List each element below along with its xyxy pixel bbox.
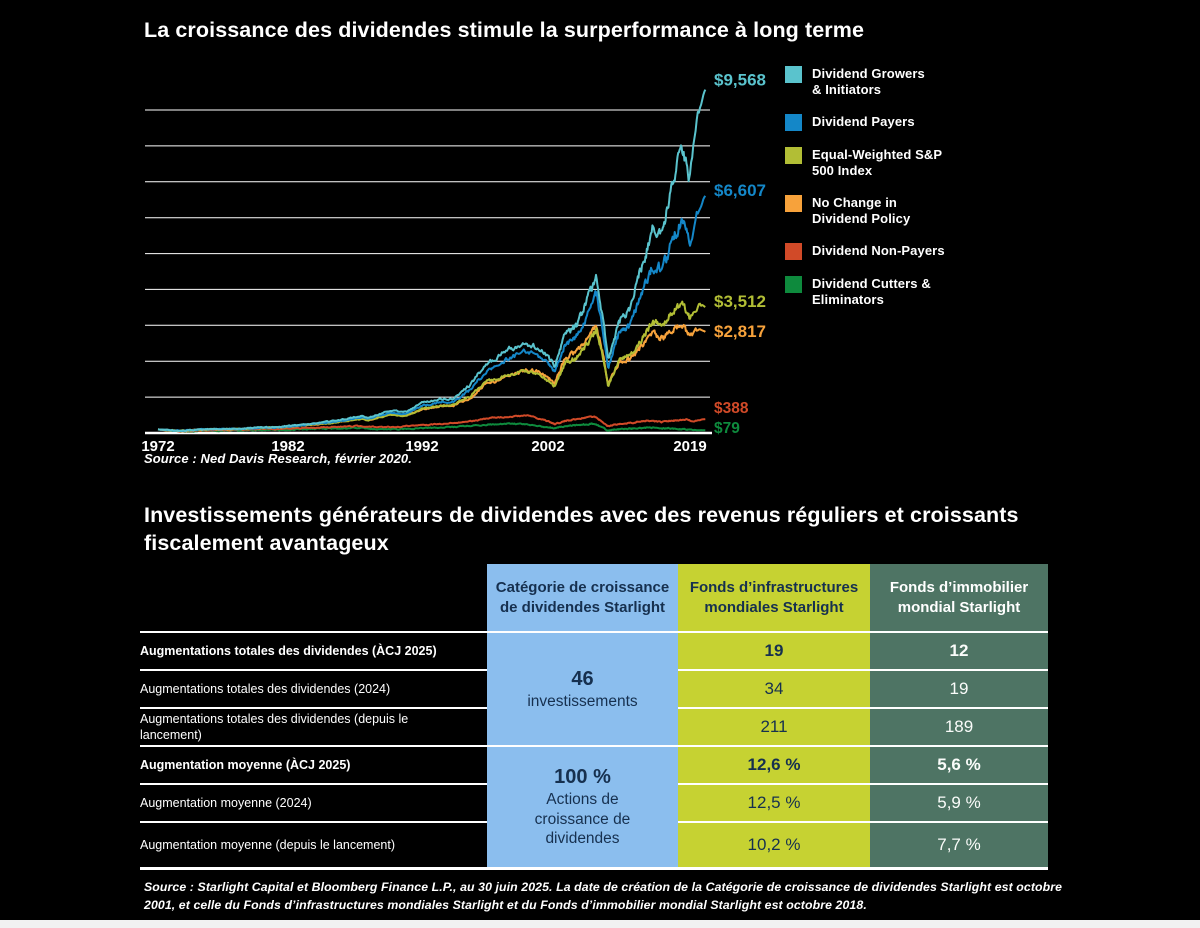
legend-swatch	[785, 195, 802, 212]
row-label-average-increase-ytd: Augmentation moyenne (ÀCJ 2025)	[140, 747, 487, 785]
series-end-label: $3,512	[714, 292, 766, 311]
x-tick-label: 1972	[141, 438, 174, 455]
x-tick-label: 2002	[531, 438, 564, 455]
series-end-label: $9,568	[714, 71, 766, 90]
value-realestate-total-2024: 19	[870, 671, 1048, 709]
x-tick-label: 1992	[405, 438, 438, 455]
legend-swatch	[785, 243, 802, 260]
row-label-total-increases-2024: Augmentations totales des dividendes (20…	[140, 671, 487, 709]
series-end-label: $388	[714, 400, 749, 417]
merged-cell-value: 100 %	[554, 765, 611, 788]
value-realestate-total-ytd: 12	[870, 633, 1048, 671]
merged-cell-46-investments: 46 investissements	[487, 633, 678, 747]
row-label-total-increases-ytd: Augmentations totales des dividendes (ÀC…	[140, 633, 487, 671]
legend-label: Dividend Growers & Initiators	[812, 66, 925, 97]
legend-label: Equal-Weighted S&P 500 Index	[812, 147, 943, 178]
series-line-5	[157, 422, 706, 433]
funds-comparison-table: Catégorie de croissance de dividendes St…	[140, 564, 1048, 870]
value-infra-avg-inception: 10,2 %	[678, 823, 870, 867]
series-end-label: $79	[714, 420, 740, 437]
value-realestate-avg-2024: 5,9 %	[870, 785, 1048, 823]
chart-legend: Dividend Growers & Initiators Dividend P…	[785, 66, 965, 308]
value-infra-total-ytd: 19	[678, 633, 870, 671]
merged-cell-100pct-dividend-growth-stocks: 100 % Actions de croissance de dividende…	[487, 747, 678, 867]
x-tick-label: 1982	[271, 438, 304, 455]
series-end-label: $2,817	[714, 322, 766, 341]
legend-swatch	[785, 276, 802, 293]
legend-label: Dividend Payers	[812, 114, 915, 129]
legend-item-non-payers: Dividend Non-Payers	[785, 243, 965, 260]
chart-source: Source : Ned Davis Research, février 202…	[144, 451, 412, 466]
legend-item-equal-weighted-sp500: Equal-Weighted S&P 500 Index	[785, 147, 965, 179]
chart-title: La croissance des dividendes stimule la …	[144, 18, 865, 42]
legend-item-cutters-eliminators: Dividend Cutters & Eliminators	[785, 276, 965, 308]
legend-label: No Change in Dividend Policy	[812, 195, 911, 226]
bottom-divider	[0, 920, 1200, 928]
column-header-global-real-estate-fund: Fonds d’immobilier mondial Starlight	[870, 564, 1048, 633]
table-source: Source : Starlight Capital et Bloomberg …	[144, 880, 1063, 913]
merged-cell-value: 46	[571, 667, 594, 690]
value-realestate-avg-inception: 7,7 %	[870, 823, 1048, 867]
merged-cell-caption: Actions de croissance de dividendes	[534, 790, 631, 848]
series-line-0	[157, 89, 707, 432]
column-header-dividend-growth-class: Catégorie de croissance de dividendes St…	[487, 564, 678, 633]
legend-item-dividend-payers: Dividend Payers	[785, 114, 965, 131]
value-infra-avg-2024: 12,5 %	[678, 785, 870, 823]
row-label-average-increase-inception: Augmentation moyenne (depuis le lancemen…	[140, 837, 396, 852]
dividend-growth-chart: 1972 1982 1992 2002 2019 $9,568 $6,607 $3,512 $2…	[141, 71, 766, 455]
legend-swatch	[785, 147, 802, 164]
legend-item-no-change-policy: No Change in Dividend Policy	[785, 195, 965, 227]
legend-swatch	[785, 66, 802, 83]
row-label-average-increase-2024: Augmentation moyenne (2024)	[140, 785, 487, 823]
table-corner-cell	[140, 564, 487, 633]
legend-item-dividend-growers: Dividend Growers & Initiators	[785, 66, 965, 98]
series-line-3	[157, 323, 706, 433]
series-end-label: $6,607	[714, 181, 766, 200]
legend-swatch	[785, 114, 802, 131]
value-realestate-avg-ytd: 5,6 %	[870, 747, 1048, 785]
value-infra-total-inception: 211	[678, 709, 870, 747]
column-header-global-infrastructure-fund: Fonds d’infrastructures mondiales Starli…	[678, 564, 870, 633]
series-line-2	[157, 300, 706, 432]
row-label-total-increases-inception: Augmentations totales des dividendes (de…	[140, 709, 487, 747]
x-tick-label: 2019	[673, 438, 706, 455]
legend-label: Dividend Non-Payers	[812, 243, 945, 258]
value-infra-avg-ytd: 12,6 %	[678, 747, 870, 785]
merged-cell-caption: investissements	[527, 692, 638, 710]
value-infra-total-2024: 34	[678, 671, 870, 709]
table-title: Investissements générateurs de dividende…	[144, 503, 1019, 556]
value-realestate-total-inception: 189	[870, 709, 1048, 747]
legend-label: Dividend Cutters & Eliminators	[812, 276, 931, 307]
